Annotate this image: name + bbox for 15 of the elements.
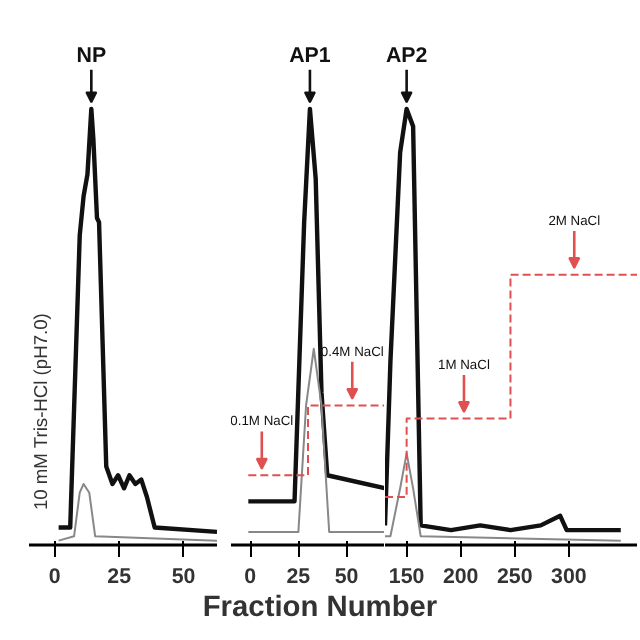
- x-tick-label: 25: [107, 565, 132, 589]
- annotation: AP1: [289, 43, 331, 68]
- annotation: AP2: [385, 43, 428, 68]
- annotation: 10 mM Tris-HCl (pH7.0): [31, 313, 51, 511]
- x-tick-label: 0: [48, 565, 61, 589]
- x-tick-label: 150: [388, 565, 425, 589]
- x-tick-label: 250: [497, 565, 533, 589]
- annotation: NP: [76, 43, 107, 68]
- x-tick-label: 50: [334, 565, 359, 589]
- x-tick-label: 300: [551, 565, 587, 589]
- x-tick-label: 50: [171, 565, 196, 589]
- x-tick-label: 200: [442, 565, 479, 589]
- x-tick-label: 0: [244, 565, 257, 589]
- x-tick-label: 25: [286, 565, 311, 589]
- x-axis-title: Fraction Number: [202, 590, 438, 628]
